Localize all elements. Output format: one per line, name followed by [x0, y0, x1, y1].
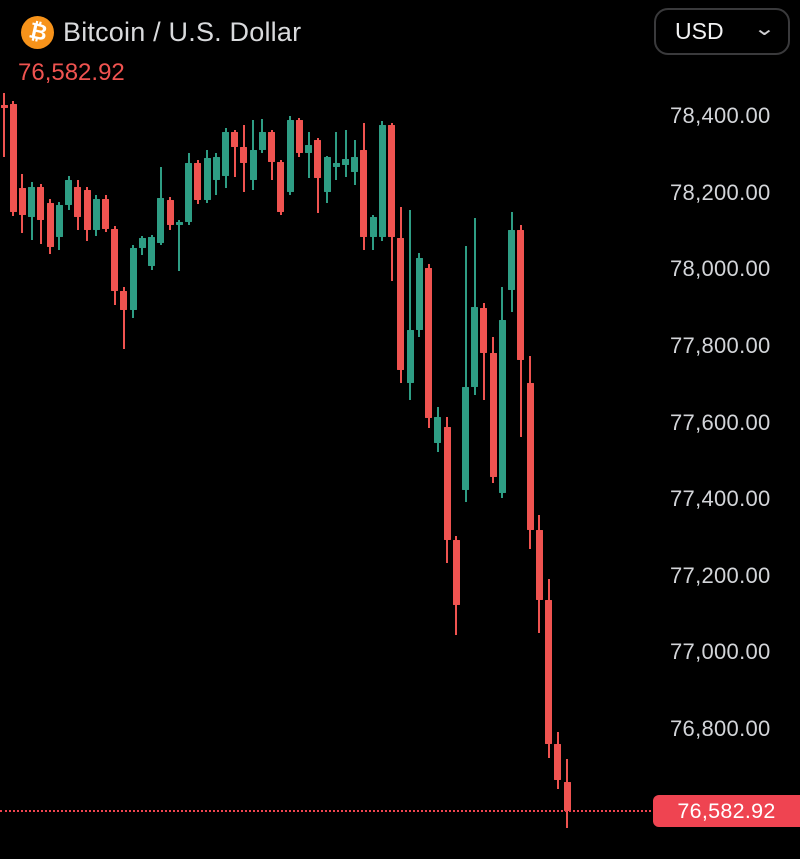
candle-body: [46, 203, 54, 247]
candle-body: [314, 139, 322, 178]
candle-wick: [307, 132, 310, 179]
price-axis-label: 78,000.00: [670, 256, 771, 282]
candle-body: [83, 190, 91, 230]
candle-body: [443, 426, 451, 541]
price-axis-label: 77,000.00: [670, 639, 771, 665]
candle-body: [9, 103, 17, 213]
price-axis-label: 76,800.00: [670, 716, 771, 741]
candle-body: [462, 387, 469, 491]
candle-body: [305, 144, 313, 154]
candle-body: [18, 187, 26, 215]
bitcoin-glyph: ₿: [26, 17, 50, 47]
candle-body: [185, 163, 193, 223]
candle-body: [129, 248, 137, 311]
candle-body: [268, 131, 276, 163]
symbol-title: Bitcoin / U.S. Dollar: [63, 17, 302, 47]
candle-body: [554, 744, 562, 780]
candle-body: [369, 216, 377, 238]
candle-wick: [178, 220, 181, 271]
candle-body: [212, 157, 220, 181]
candle-body: [397, 237, 405, 371]
candle-body: [415, 257, 423, 330]
candle-body: [138, 238, 146, 249]
candle-body: [55, 204, 63, 237]
candle-wick: [409, 210, 412, 401]
currency-dropdown[interactable]: USD ⌄: [654, 8, 790, 55]
header: ₿ Bitcoin / U.S. Dollar 76,582.92: [0, 0, 800, 92]
candle-body: [452, 540, 460, 606]
candle-body: [203, 158, 211, 201]
candle-body: [231, 131, 239, 147]
candle-body: [535, 529, 543, 601]
currency-dropdown-value: USD: [675, 18, 724, 44]
price-axis-label: 77,600.00: [670, 409, 771, 435]
candle-body: [120, 290, 128, 311]
candle-wick: [3, 92, 5, 158]
candle-body: [563, 781, 571, 812]
candle-body: [222, 131, 230, 177]
candle-body: [175, 222, 183, 225]
candle-wick: [473, 218, 476, 395]
chart-canvas[interactable]: [0, 0, 660, 859]
candle-wick: [344, 130, 347, 178]
candle-body: [240, 146, 248, 164]
candle-body: [111, 229, 119, 291]
candle-body: [517, 229, 525, 361]
candle-body: [0, 105, 8, 109]
price-axis-label: 77,400.00: [670, 486, 771, 512]
price-axis-label: 77,800.00: [670, 332, 771, 358]
candle-body: [74, 187, 82, 217]
candle-body: [157, 198, 165, 243]
candle-body: [37, 187, 45, 220]
price-axis[interactable]: 78,400.00 78,200.00 78,000.00 77,800.00 77,6…: [660, 0, 800, 859]
candle-body: [471, 306, 479, 387]
price-axis-label: 78,200.00: [670, 179, 771, 205]
candle-wick: [464, 246, 467, 502]
candle-body: [360, 149, 368, 238]
candle-body: [258, 131, 266, 150]
candle-body: [148, 237, 156, 267]
candle-wick: [335, 131, 338, 181]
candle-body: [498, 320, 506, 494]
candle-body: [406, 329, 414, 384]
candle-body: [92, 198, 100, 230]
candle-body: [65, 180, 73, 205]
candle-body: [28, 187, 36, 217]
candle-body: [508, 229, 516, 291]
candle-body: [351, 157, 359, 173]
candle-body: [323, 157, 331, 192]
last-price-badge: 76,582.92: [653, 795, 800, 828]
candle-wick: [233, 130, 236, 178]
candle-body: [332, 162, 340, 167]
bitcoin-icon: ₿: [21, 16, 54, 49]
candle-body: [526, 383, 534, 530]
candle-body: [388, 124, 396, 238]
candle-body: [277, 162, 285, 212]
last-price-line: [0, 810, 655, 813]
candle-wick: [122, 287, 125, 349]
candle-body: [545, 600, 553, 745]
candle-body: [378, 124, 386, 238]
candle-body: [425, 267, 433, 419]
candle-body: [295, 119, 303, 154]
header-last-price: 76,582.92: [18, 59, 125, 86]
candle-body: [194, 163, 202, 201]
candle-body: [249, 149, 257, 181]
price-axis-label: 77,200.00: [670, 562, 771, 588]
candle-body: [489, 352, 497, 478]
price-axis-label: 78,400.00: [670, 103, 771, 128]
candle-body: [286, 119, 294, 192]
candle-body: [166, 200, 174, 225]
candle-body: [342, 159, 349, 165]
candle-body: [102, 198, 110, 230]
candle-body: [434, 416, 442, 443]
candle-body: [480, 308, 488, 353]
